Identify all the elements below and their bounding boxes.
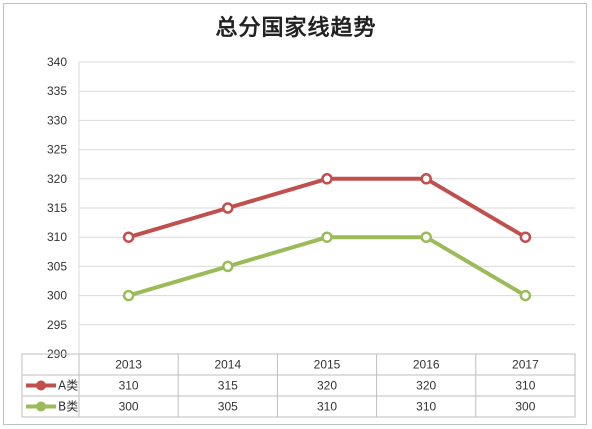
legend-key-marker <box>36 380 46 391</box>
data-point <box>122 231 135 243</box>
y-tick-label: 305 <box>47 259 67 273</box>
data-table: 2013 2014 2015 2016 2017 A类 310 315 320 320 310 B类 3… <box>21 353 576 418</box>
y-tick-label: 330 <box>47 113 67 127</box>
y-tick-label: 300 <box>47 289 67 303</box>
table-value-cell: 310 <box>416 400 436 414</box>
data-point <box>519 231 532 243</box>
data-point <box>321 173 333 185</box>
y-tick-label: 295 <box>47 318 67 332</box>
y-tick-label: 320 <box>47 172 67 186</box>
series-lines <box>122 173 532 302</box>
table-value-cell: 310 <box>317 400 337 414</box>
data-point <box>222 260 234 273</box>
data-table-border <box>21 353 576 418</box>
x-category-label: 2013 <box>115 358 142 372</box>
data-point <box>122 289 135 302</box>
legend-label: B类 <box>58 400 78 414</box>
x-category-label: 2016 <box>413 358 440 372</box>
data-point <box>420 173 432 185</box>
legend-label: A类 <box>58 379 78 393</box>
x-category-label: 2015 <box>314 358 341 372</box>
table-value-cell: 310 <box>119 379 139 393</box>
table-value-cell: 300 <box>119 400 139 414</box>
table-value-cell: 305 <box>218 400 238 414</box>
gridlines <box>78 61 575 355</box>
y-tick-label: 325 <box>47 143 67 157</box>
table-value-cell: 315 <box>218 379 238 393</box>
table-value-cell: 310 <box>515 379 535 393</box>
y-tick-label: 340 <box>47 55 67 69</box>
y-tick-label: 335 <box>47 84 67 98</box>
data-point <box>321 231 333 243</box>
x-category-label: 2017 <box>512 358 539 372</box>
x-category-label: 2014 <box>214 358 241 372</box>
y-tick-label: 310 <box>47 230 67 244</box>
table-value-cell: 300 <box>515 400 535 414</box>
data-point <box>519 289 532 302</box>
chart-title: 总分国家线趋势 <box>215 16 377 41</box>
data-point <box>420 231 432 243</box>
legend-key-marker <box>36 401 46 412</box>
y-tick-label: 315 <box>47 201 67 215</box>
table-value-cell: 320 <box>416 379 436 393</box>
table-value-cell: 320 <box>317 379 337 393</box>
data-point <box>222 202 234 214</box>
